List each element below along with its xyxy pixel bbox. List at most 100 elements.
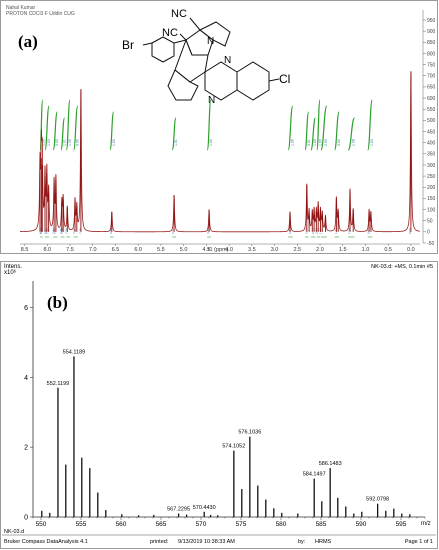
nmr-peak-ppm-label: 0.91	[367, 228, 371, 234]
nmr-x-tick-label: 0.0	[407, 247, 415, 253]
nmr-peak-ppm-label: 7.97	[46, 228, 50, 234]
integral-value: 3.02	[337, 139, 341, 146]
integral-curve	[39, 99, 44, 151]
integral-curve	[367, 99, 373, 151]
label-nc-1: NC	[171, 8, 187, 20]
nitrile-bond-1	[189, 17, 201, 31]
nmr-x-tick-label: 5.0	[180, 247, 188, 253]
nmr-peak-ppm-label: 7.84	[52, 228, 56, 234]
nmr-x-tick-label: 2.0	[316, 247, 324, 253]
ms-peak-label: 567.2295	[167, 507, 190, 513]
integral-curve	[316, 99, 321, 151]
ms-peak-label: 584.1497	[303, 472, 326, 478]
integral-value: 3.02	[55, 139, 59, 146]
integral-value: 1.06	[290, 139, 294, 146]
nmr-x-tick-label: 0.5	[384, 247, 392, 253]
nmr-peak-ppm-label: 7.39	[72, 228, 76, 234]
nmr-x-tick-label: 1.5	[339, 247, 347, 253]
nmr-y-tick-label: 150	[427, 196, 436, 202]
integral-curve	[109, 111, 115, 151]
nmr-y-tick-label: 500	[427, 118, 436, 124]
nmr-y-tick-label: 0	[427, 230, 430, 236]
nmr-y-tick-label: -50	[427, 241, 434, 247]
label-br: Br	[122, 38, 134, 52]
nmr-header-line-2: PROTON CDCl3 F Uddin CUG	[6, 11, 75, 17]
ms-footer-page: Page 1 of 1	[405, 539, 433, 545]
nmr-y-axis: -50 0 50 100 150 200 250 300 350 400 450 500 550 600 6…	[422, 10, 436, 247]
nmr-x-tick-label: 6.5	[112, 247, 120, 253]
nmr-x-tick-label: 6.0	[134, 247, 142, 253]
ms-peak-label: 552.1199	[47, 381, 70, 387]
benzo-ring	[167, 69, 199, 101]
ms-x-tick-label: 575	[236, 521, 247, 528]
ms-y-tick-label: 0	[24, 515, 28, 522]
pyrrolizidine-ring	[199, 21, 231, 47]
integral-curve	[206, 99, 212, 151]
ms-x-tick-label: 570	[196, 521, 207, 528]
nmr-x-axis-title: f1 (ppm)	[208, 247, 229, 253]
nmr-x-tick-label: 3.5	[248, 247, 256, 253]
ms-peak-label: 576.1036	[238, 430, 261, 436]
nmr-x-tick-label: 8.0	[43, 247, 51, 253]
nmr-y-tick-label: 650	[427, 85, 436, 91]
ms-x-tick-label: 565	[156, 521, 167, 528]
integral-curve	[44, 105, 50, 151]
nitrile-bond-2	[179, 33, 187, 41]
nmr-y-tick-label: 100	[427, 207, 436, 213]
ms-y-tick-label: 2	[24, 445, 28, 452]
integral-curve	[60, 117, 66, 151]
ms-sample-name: NK-03.d	[4, 529, 24, 535]
nmr-y-tick-label: 450	[427, 129, 436, 135]
integral-curve	[287, 105, 294, 151]
nmr-peak-ppm-label: 4.44	[206, 228, 210, 234]
nmr-y-tick-label: 950	[427, 18, 436, 24]
nmr-x-tick-label: 3.0	[271, 247, 279, 253]
ms-x-tick-label: 580	[276, 521, 287, 528]
ms-peak-label: 586.1483	[319, 461, 342, 467]
nmr-y-tick-label: 300	[427, 163, 436, 169]
ms-x-tick-label: 560	[116, 521, 127, 528]
ms-x-ticks: 550 555 560 565 570 575 580 585 590 595	[32, 517, 426, 528]
bond-aryl-core	[173, 39, 187, 44]
ms-x-unit: m/z	[421, 521, 431, 527]
integral-curve	[310, 117, 317, 151]
nmr-y-tick-label: 50	[427, 219, 433, 225]
ms-y-title: Intens.	[4, 264, 22, 270]
ms-peak-labels: 552.1199 554.1189 567.2295 570.4430 574.1052…	[47, 349, 389, 512]
bond-br	[142, 42, 153, 46]
integral-value: 1.00	[209, 139, 213, 146]
ms-y-tick-label: 6	[24, 305, 28, 312]
ms-peak-label: 554.1189	[63, 349, 86, 355]
nmr-x-tick-label: 7.5	[66, 247, 74, 253]
integral-value: 1.99	[318, 139, 322, 146]
panel-a: Nahal Kumar PROTON CDCl3 F Uddin CUG (a)…	[0, 0, 438, 254]
integral-value: 1.03	[47, 139, 51, 146]
ms-y-tick-label: 4	[24, 375, 28, 382]
nmr-peak-ppm-label: 0.00	[408, 228, 412, 234]
nmr-header-line-1: Nahal Kumar	[6, 5, 36, 11]
nmr-x-tick-label: 4.5	[203, 247, 211, 253]
integral-value: 1.00	[41, 139, 45, 146]
ms-x-tick-label: 590	[356, 521, 367, 528]
nmr-peak-ppm-label: 1.63	[334, 228, 338, 234]
nmr-peak-ppm-label: 1.34	[347, 228, 351, 234]
bond-cl	[268, 78, 280, 82]
nmr-y-tick-label: 550	[427, 107, 436, 113]
nmr-x-axis: 8.5 8.0 7.5 7.0 6.5 6.0 5.5 5.0 4.5 4.0 3.5 3.0 2.5 2…	[20, 243, 420, 253]
ms-peak-label: 592.0798	[366, 497, 389, 503]
nmr-spectrum-trace	[20, 72, 421, 233]
ms-spectrum-id: NK-03.d: +MS, 0.1min #5	[371, 264, 433, 270]
ms-footer-software: Bruker Compass DataAnalysis 4.1	[4, 539, 88, 545]
ms-x-tick-label: 595	[396, 521, 407, 528]
ms-footer-printed-label: printed:	[150, 539, 169, 545]
nmr-peak-ppm-label: 7.25	[78, 228, 82, 234]
nmr-peak-ppm-label: 7.81	[53, 228, 57, 234]
ms-y-ticks: 0 2 4 6	[24, 305, 33, 522]
molecular-structure	[142, 17, 280, 101]
nmr-y-tick-label: 250	[427, 174, 436, 180]
nmr-peak-ppm-label: 7.68	[59, 228, 63, 234]
panel-a-border	[0, 0, 438, 254]
panel-a-label: (a)	[18, 32, 38, 51]
integral-curve	[347, 117, 356, 151]
